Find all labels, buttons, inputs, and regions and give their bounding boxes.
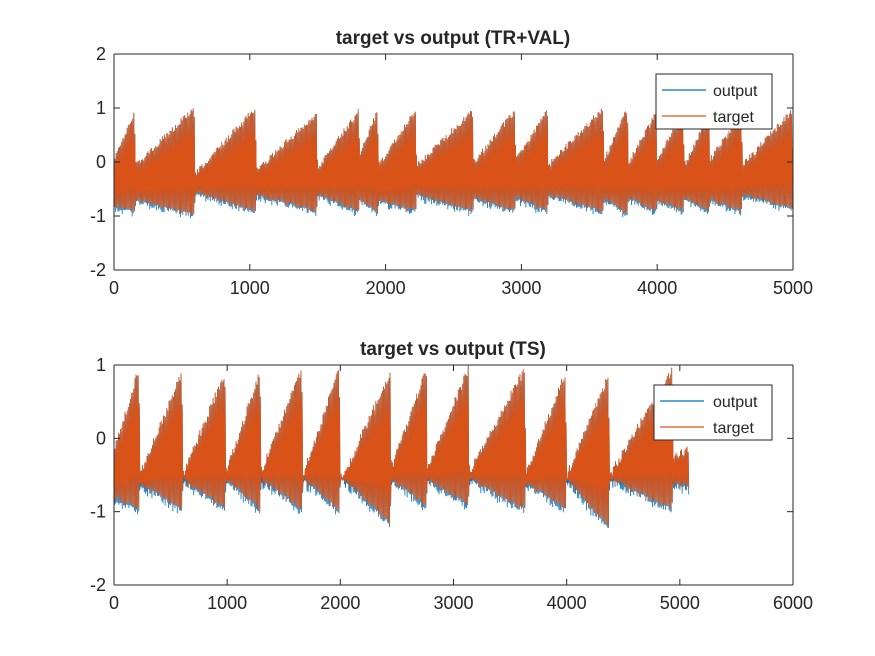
- x-tick-label: 3000: [433, 593, 473, 613]
- y-tick-label: 2: [96, 44, 106, 64]
- x-tick-label: 2000: [366, 278, 406, 298]
- legend-label-output: output: [713, 83, 758, 100]
- chart-tr-val: target vs output (TR+VAL) 0 1000 2000 3000 4…: [90, 28, 813, 298]
- y-tick-label: -1: [90, 206, 106, 226]
- series-line-target: [114, 108, 793, 215]
- legend-label-output: output: [713, 394, 758, 411]
- chart-title: target vs output (TR+VAL): [336, 28, 571, 49]
- plot-area: [114, 365, 690, 528]
- y-tick-label: 0: [96, 428, 106, 448]
- x-tick-label: 5000: [773, 278, 813, 298]
- y-tick-label: 1: [96, 355, 106, 375]
- x-tick-label: 2000: [320, 593, 360, 613]
- legend-box: [655, 73, 773, 130]
- x-tick-label: 3000: [501, 278, 541, 298]
- x-tick-label: 1000: [207, 593, 247, 613]
- x-tick-label: 5000: [660, 593, 700, 613]
- y-tick-label: -2: [90, 575, 106, 595]
- axes: 0 1000 2000 3000 4000 5000 -2 -1 0 1 2: [90, 44, 813, 298]
- x-tick-label: 1000: [230, 278, 270, 298]
- chart-title: target vs output (TS): [360, 339, 546, 360]
- chart-ts: target vs output (TS) 0 1000 2000 3000 4000 5…: [90, 339, 813, 613]
- legend: output target: [653, 384, 773, 441]
- axes: 0 1000 2000 3000 4000 5000 6000 -2 -1 0 1: [90, 355, 813, 613]
- x-tick-label: 0: [109, 278, 119, 298]
- legend: output target: [655, 73, 773, 130]
- y-tick-label: -2: [90, 260, 106, 280]
- series-line-target: [114, 365, 690, 526]
- y-tick-label: 1: [96, 98, 106, 118]
- y-tick-label: -1: [90, 502, 106, 522]
- legend-label-target: target: [713, 420, 754, 437]
- legend-box: [653, 384, 773, 441]
- x-tick-label: 4000: [547, 593, 587, 613]
- y-tick-label: 0: [96, 152, 106, 172]
- x-tick-label: 4000: [637, 278, 677, 298]
- x-tick-label: 6000: [773, 593, 813, 613]
- x-tick-label: 0: [109, 593, 119, 613]
- plot-area: [114, 108, 793, 219]
- legend-label-target: target: [713, 109, 754, 126]
